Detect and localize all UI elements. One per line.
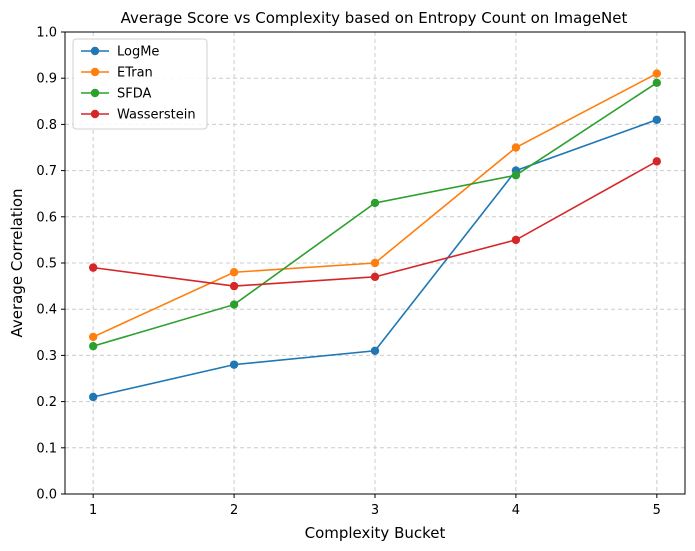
data-point-etran bbox=[229, 268, 239, 277]
data-point-logme bbox=[652, 115, 662, 124]
data-point-wasserstein bbox=[370, 272, 380, 282]
legend-swatch-marker bbox=[90, 46, 100, 56]
data-point-etran bbox=[652, 69, 662, 78]
legend-item-sfda: SFDA bbox=[81, 87, 152, 102]
legend-item-logme: LogMe bbox=[81, 45, 159, 60]
y-tick-label: 0.2 bbox=[36, 395, 57, 410]
y-tick-label: 0.7 bbox=[36, 164, 57, 179]
series-etran bbox=[88, 69, 662, 342]
data-point-sfda bbox=[652, 78, 662, 88]
y-axis-title: Average Correlation bbox=[8, 188, 26, 337]
data-point-logme bbox=[229, 360, 239, 369]
data-point-wasserstein bbox=[88, 263, 98, 272]
legend-label: Wasserstein bbox=[117, 108, 196, 123]
y-tick-label: 0.5 bbox=[36, 257, 57, 272]
legend-item-wasserstein: Wasserstein bbox=[81, 108, 196, 123]
data-point-wasserstein bbox=[652, 157, 662, 166]
x-tick-label: 3 bbox=[371, 503, 379, 518]
series-sfda bbox=[88, 78, 662, 351]
legend-label: ETran bbox=[117, 66, 153, 81]
x-tick-label: 2 bbox=[230, 503, 238, 518]
data-point-logme bbox=[370, 346, 380, 355]
series-wasserstein bbox=[88, 157, 662, 291]
data-point-etran bbox=[88, 332, 98, 342]
series-layer bbox=[88, 69, 662, 402]
y-tick-label: 0.4 bbox=[36, 303, 57, 318]
y-axis: 0.0 0.1 0.2 0.3 0.4 0.5 0.6 0.7 0.8 0.9 1.0 bbox=[36, 26, 65, 503]
data-point-etran bbox=[370, 258, 380, 268]
x-axis: 1 2 3 4 5 bbox=[89, 494, 661, 518]
x-tick-label: 4 bbox=[512, 503, 520, 518]
legend: LogMe ETran SFDA Wasserstein bbox=[72, 38, 208, 130]
y-tick-label: 1.0 bbox=[36, 26, 57, 41]
data-point-wasserstein bbox=[511, 235, 521, 245]
legend-swatch-marker bbox=[90, 109, 100, 119]
y-tick-label: 0.9 bbox=[36, 72, 57, 87]
legend-label: SFDA bbox=[117, 87, 152, 102]
legend-box bbox=[72, 38, 208, 130]
legend-label: LogMe bbox=[117, 45, 159, 60]
chart-title: Average Score vs Complexity based on Ent… bbox=[121, 9, 628, 27]
data-point-logme bbox=[88, 392, 98, 402]
legend-swatch-marker bbox=[90, 88, 100, 98]
x-axis-title: Complexity Bucket bbox=[305, 524, 446, 542]
data-point-wasserstein bbox=[229, 281, 239, 291]
x-tick-label: 1 bbox=[89, 503, 97, 518]
legend-item-etran: ETran bbox=[81, 66, 153, 81]
y-tick-label: 0.0 bbox=[36, 488, 57, 503]
y-tick-label: 0.6 bbox=[36, 210, 57, 225]
y-tick-label: 0.1 bbox=[36, 441, 57, 456]
data-point-sfda bbox=[88, 341, 98, 351]
data-point-etran bbox=[511, 143, 521, 152]
y-tick-label: 0.3 bbox=[36, 349, 57, 364]
series-logme bbox=[88, 115, 662, 402]
data-point-sfda bbox=[370, 198, 380, 208]
x-tick-label: 5 bbox=[653, 503, 661, 518]
data-point-sfda bbox=[229, 300, 239, 309]
data-point-sfda bbox=[511, 171, 521, 180]
legend-swatch-marker bbox=[90, 67, 100, 77]
y-tick-label: 0.8 bbox=[36, 118, 57, 133]
